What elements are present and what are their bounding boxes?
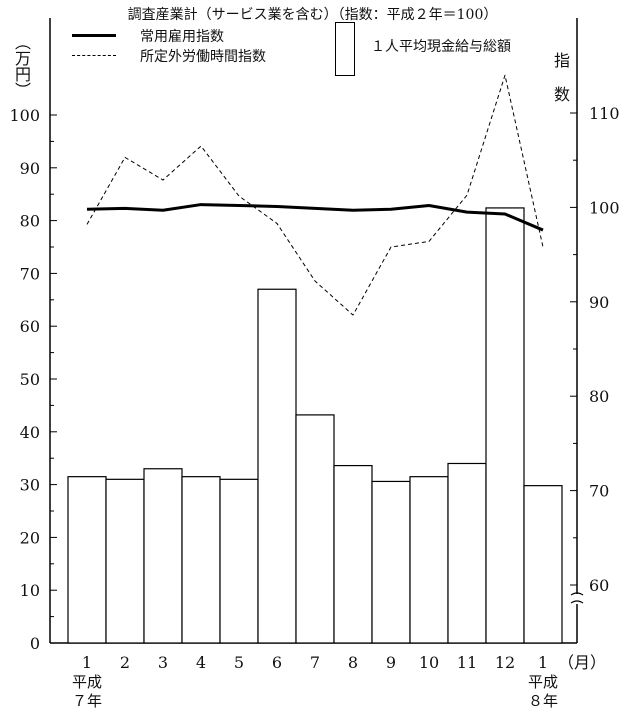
bar bbox=[409, 476, 449, 644]
right-tick-label: 90 bbox=[589, 293, 609, 312]
left-tick-label: 0 bbox=[30, 634, 40, 653]
left-tick-label: 30 bbox=[20, 476, 40, 495]
left-tick-label: 50 bbox=[20, 370, 40, 389]
x-tick-label: 9 bbox=[386, 653, 396, 672]
right-tick-label: 70 bbox=[589, 482, 609, 501]
month-unit-label: （月） bbox=[558, 653, 606, 672]
bar bbox=[447, 462, 487, 644]
bar bbox=[105, 478, 145, 644]
x-tick-label: 1 bbox=[538, 653, 548, 672]
legend-label: １人平均現金給与総額 bbox=[371, 39, 511, 55]
left-tick-label: 100 bbox=[9, 106, 40, 125]
bar bbox=[67, 476, 107, 644]
bar bbox=[523, 485, 563, 644]
left-tick-label: 20 bbox=[20, 528, 40, 547]
left-axis-unit: （万円） bbox=[12, 34, 31, 98]
x-tick-label: 2 bbox=[120, 653, 130, 672]
right-tick-label: 110 bbox=[589, 104, 620, 123]
left-tick-label: 60 bbox=[20, 317, 40, 336]
bar bbox=[219, 478, 259, 644]
x-tick-label: 1 bbox=[82, 653, 92, 672]
x-tick-label: 12 bbox=[495, 653, 515, 672]
year-label: 平成 bbox=[528, 673, 558, 691]
overtime-hours-line bbox=[86, 74, 544, 316]
left-tick-label: 70 bbox=[20, 264, 40, 283]
year-label: ８年 bbox=[528, 692, 558, 710]
bar bbox=[485, 207, 525, 644]
bar bbox=[295, 414, 335, 644]
axis-break-mark bbox=[570, 592, 584, 604]
legend-label: 所定外労働時間指数 bbox=[140, 49, 266, 65]
x-tick-label: 4 bbox=[196, 653, 206, 672]
x-tick-label: 5 bbox=[234, 653, 244, 672]
right-tick-label: 60 bbox=[589, 576, 609, 595]
left-tick-label: 10 bbox=[20, 581, 40, 600]
x-tick-label: 7 bbox=[310, 653, 320, 672]
bar bbox=[143, 468, 183, 644]
x-tick-label: 3 bbox=[158, 653, 168, 672]
chart-title: 調査産業計（サービス業を含む）（指数：平成２年＝100） bbox=[127, 7, 498, 23]
x-tick-label: 6 bbox=[272, 653, 282, 672]
left-tick-label: 90 bbox=[20, 159, 40, 178]
legend-solid-line bbox=[72, 34, 116, 37]
regular-employment-line bbox=[86, 203, 544, 232]
x-tick-label: 8 bbox=[348, 653, 358, 672]
right-axis-unit: 指 数 bbox=[552, 44, 572, 112]
right-axis-unit-bottom: 数 bbox=[553, 85, 570, 104]
bar bbox=[371, 480, 411, 644]
bar bbox=[257, 288, 297, 644]
right-tick-label: 80 bbox=[589, 387, 609, 406]
x-tick-label: 11 bbox=[457, 653, 477, 672]
bar bbox=[333, 464, 373, 644]
right-tick-label: 100 bbox=[589, 198, 620, 217]
bar bbox=[181, 476, 221, 644]
x-tick-label: 10 bbox=[419, 653, 439, 672]
left-tick-label: 40 bbox=[20, 423, 40, 442]
right-axis-unit-top: 指 bbox=[553, 51, 570, 70]
legend-dashed-line bbox=[72, 55, 116, 56]
legend-label: 常用雇用指数 bbox=[140, 29, 224, 45]
year-label: 平成 bbox=[72, 673, 102, 691]
year-label: ７年 bbox=[72, 692, 102, 710]
left-tick-label: 80 bbox=[20, 212, 40, 231]
legend-bar-swatch bbox=[335, 22, 355, 76]
